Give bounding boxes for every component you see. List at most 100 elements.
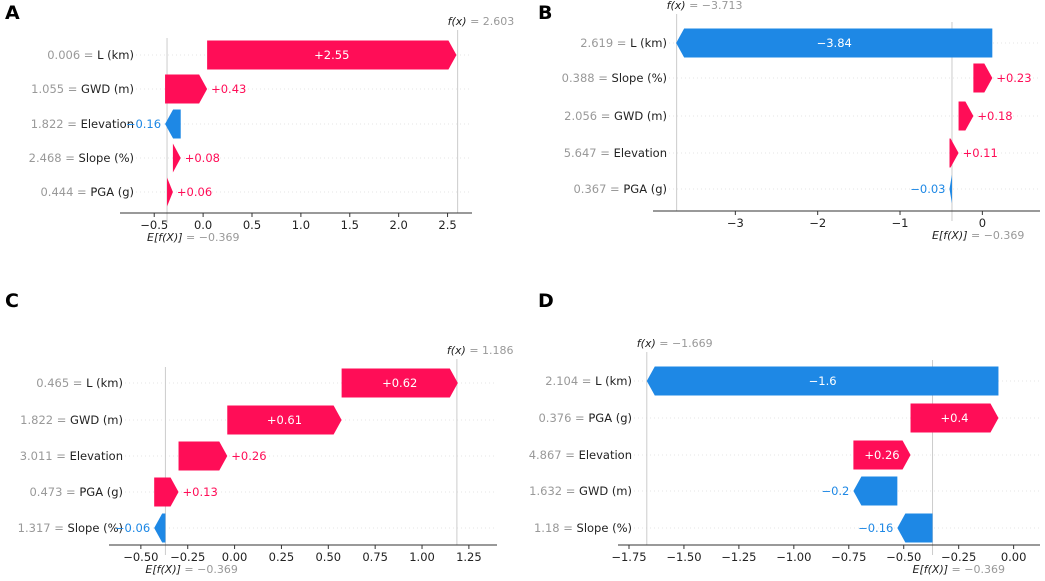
panel-c-bar-pga	[154, 477, 179, 507]
panel-d-feature-label: 4.867 = Elevation	[529, 448, 632, 462]
panel-a-bar-value-label: +0.06	[177, 185, 212, 199]
panel-d-bar-value-label: +0.26	[864, 448, 899, 462]
panel-c-bar-gwd	[227, 405, 342, 435]
panel-c-feature-label: 0.473 = PGA (g)	[29, 485, 123, 499]
panel-b-feature-label: 5.647 = Elevation	[564, 146, 667, 160]
panel-d-bar-value-label: −1.6	[809, 374, 837, 388]
panel-c-x-tick-label: 0.50	[315, 550, 341, 564]
panel-c-ex-annotation: E[f(X)] = −0.369	[145, 563, 237, 576]
panel-d-bar-gwd	[853, 476, 898, 506]
panel-c-x-tick-label: 1.25	[456, 550, 482, 564]
panel-c-fx-annotation: f(x) = 1.186	[447, 344, 514, 357]
panel-b-bar-l	[676, 28, 993, 58]
panel-d-bar-value-label: +0.4	[941, 411, 969, 425]
panel-d-x-tick-label: −0.50	[886, 550, 921, 564]
panel-b-feature-label: 2.619 = L (km)	[580, 36, 667, 50]
panel-b-bar-value-label: +0.11	[963, 146, 998, 160]
panel-a-bar-slope	[172, 143, 181, 173]
panel-d-x-tick-label: −1.25	[721, 550, 756, 564]
panel-a-label: A	[5, 2, 20, 24]
panel-c-bar-elevation	[178, 441, 228, 471]
panel-c-x-tick-label: −0.25	[170, 550, 205, 564]
panel-b-bar-elevation	[949, 138, 959, 168]
panel-b-x-tick-label: −3	[727, 216, 744, 230]
panel-c-bar-l	[341, 368, 458, 398]
panel-c-bar-value-label: +0.61	[267, 413, 302, 427]
panel-d-label: D	[538, 290, 554, 312]
panel-b-x-tick-label: 0	[979, 216, 986, 230]
panel-c-feature-label: 3.011 = Elevation	[20, 449, 123, 463]
panel-a-feature-label: 2.468 = Slope (%)	[29, 151, 134, 165]
panel-b-bar-value-label: −3.84	[817, 36, 852, 50]
panel-d-x-tick-label: 0.00	[1001, 550, 1027, 564]
panel-b-fx-annotation: f(x) = −3.713	[667, 0, 743, 12]
panel-c-x-tick-label: 0.25	[269, 550, 295, 564]
panel-d-x-tick-label: −1.00	[776, 550, 811, 564]
panel-a-x-tick-label: 1.5	[341, 218, 359, 232]
panel-b-bar-gwd	[958, 101, 974, 131]
panel-c-feature-label: 1.317 = Slope (%)	[18, 521, 123, 535]
panel-a-bar-l	[207, 40, 457, 70]
panel-b-ex-annotation: E[f(X)] = −0.369	[932, 229, 1024, 242]
panel-d-bar-pga	[910, 403, 999, 433]
panel-a-ex-annotation: E[f(X)] = −0.369	[147, 231, 239, 244]
panel-a-x-tick-label: −0.5	[140, 218, 168, 232]
panel-c-x-tick-label: 0.75	[362, 550, 388, 564]
panel-d-x-tick-label: −1.50	[666, 550, 701, 564]
panel-a-bar-elevation	[165, 109, 181, 139]
panel-a-bar-value-label: +0.08	[185, 151, 220, 165]
panel-d-ex-annotation: E[f(X)] = −0.369	[913, 563, 1005, 576]
panel-b-bar-value-label: +0.23	[996, 71, 1031, 85]
panel-d-feature-label: 0.376 = PGA (g)	[538, 411, 632, 425]
panel-d-feature-label: 2.104 = L (km)	[545, 374, 632, 388]
panel-a-bar-value-label: +0.43	[211, 82, 246, 96]
panel-a-bar-pga	[167, 177, 173, 207]
panel-d-bar-slope	[897, 513, 933, 543]
panel-c-bar-value-label: +0.62	[382, 376, 417, 390]
panel-d-bar-elevation	[853, 440, 911, 470]
panel-a-x-tick-label: 2.0	[390, 218, 408, 232]
panel-c-feature-label: 0.465 = L (km)	[36, 376, 123, 390]
panel-c-label: C	[5, 290, 19, 312]
panel-b-bar-value-label: +0.18	[977, 109, 1012, 123]
panel-a-bar-value-label: −0.16	[126, 117, 161, 131]
panel-c-x-tick-label: −0.50	[123, 550, 158, 564]
panel-b-x-tick-label: −1	[892, 216, 909, 230]
panel-a-feature-label: 0.006 = L (km)	[47, 48, 134, 62]
panel-c-bar-value-label: +0.13	[183, 485, 218, 499]
panel-b-bar-pga	[949, 174, 952, 204]
panel-c-feature-label: 1.822 = GWD (m)	[20, 413, 123, 427]
panel-a-bar-value-label: +2.55	[314, 48, 349, 62]
panel-d-feature-label: 1.632 = GWD (m)	[529, 484, 632, 498]
panel-b-label: B	[538, 2, 552, 24]
panel-c-x-tick-label: 0.00	[222, 550, 248, 564]
panel-d-bar-l	[646, 366, 999, 396]
panel-b-bar-slope	[973, 63, 993, 93]
panel-c-bar-value-label: +0.26	[231, 449, 266, 463]
panel-d-x-tick-label: −1.75	[611, 550, 646, 564]
panel-a-x-tick-label: 0.0	[194, 218, 212, 232]
panel-a-x-tick-label: 1.0	[292, 218, 310, 232]
panel-d-fx-annotation: f(x) = −1.669	[637, 337, 713, 350]
panel-c-bar-slope	[154, 513, 166, 543]
panel-d-x-tick-label: −0.25	[941, 550, 976, 564]
panel-d-bar-value-label: −0.2	[821, 484, 849, 498]
panel-a-x-tick-label: 2.5	[438, 218, 456, 232]
panel-c-bar-value-label: −0.06	[115, 521, 150, 535]
panel-a-bar-gwd	[165, 74, 208, 104]
panel-a-feature-label: 0.444 = PGA (g)	[40, 185, 134, 199]
panel-b-feature-label: 0.367 = PGA (g)	[573, 182, 667, 196]
panel-b-x-tick-label: −2	[809, 216, 826, 230]
panel-d-x-tick-label: −0.75	[831, 550, 866, 564]
panel-d-bar-value-label: −0.16	[858, 521, 893, 535]
panel-a-feature-label: 1.055 = GWD (m)	[31, 82, 134, 96]
panel-d-feature-label: 1.18 = Slope (%)	[534, 521, 632, 535]
panel-a-feature-label: 1.822 = Elevation	[31, 117, 134, 131]
panel-b-feature-label: 0.388 = Slope (%)	[562, 71, 667, 85]
panel-b-feature-label: 2.056 = GWD (m)	[564, 109, 667, 123]
panel-a-fx-annotation: f(x) = 2.603	[448, 15, 515, 28]
panel-c-x-tick-label: 1.00	[409, 550, 435, 564]
panel-b-bar-value-label: −0.03	[910, 182, 945, 196]
panel-a-x-tick-label: 0.5	[243, 218, 261, 232]
